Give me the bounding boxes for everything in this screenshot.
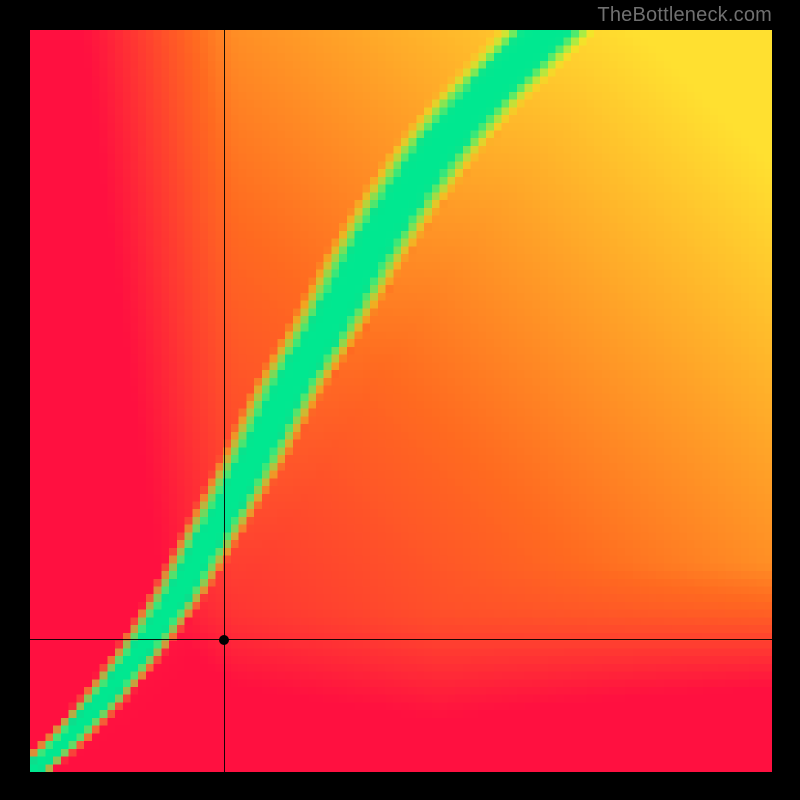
crosshair-vertical [224,30,225,772]
watermark-text: TheBottleneck.com [597,4,772,27]
heatmap-canvas [30,30,772,772]
chart-container: TheBottleneck.com [0,0,800,800]
crosshair-horizontal [30,639,772,640]
